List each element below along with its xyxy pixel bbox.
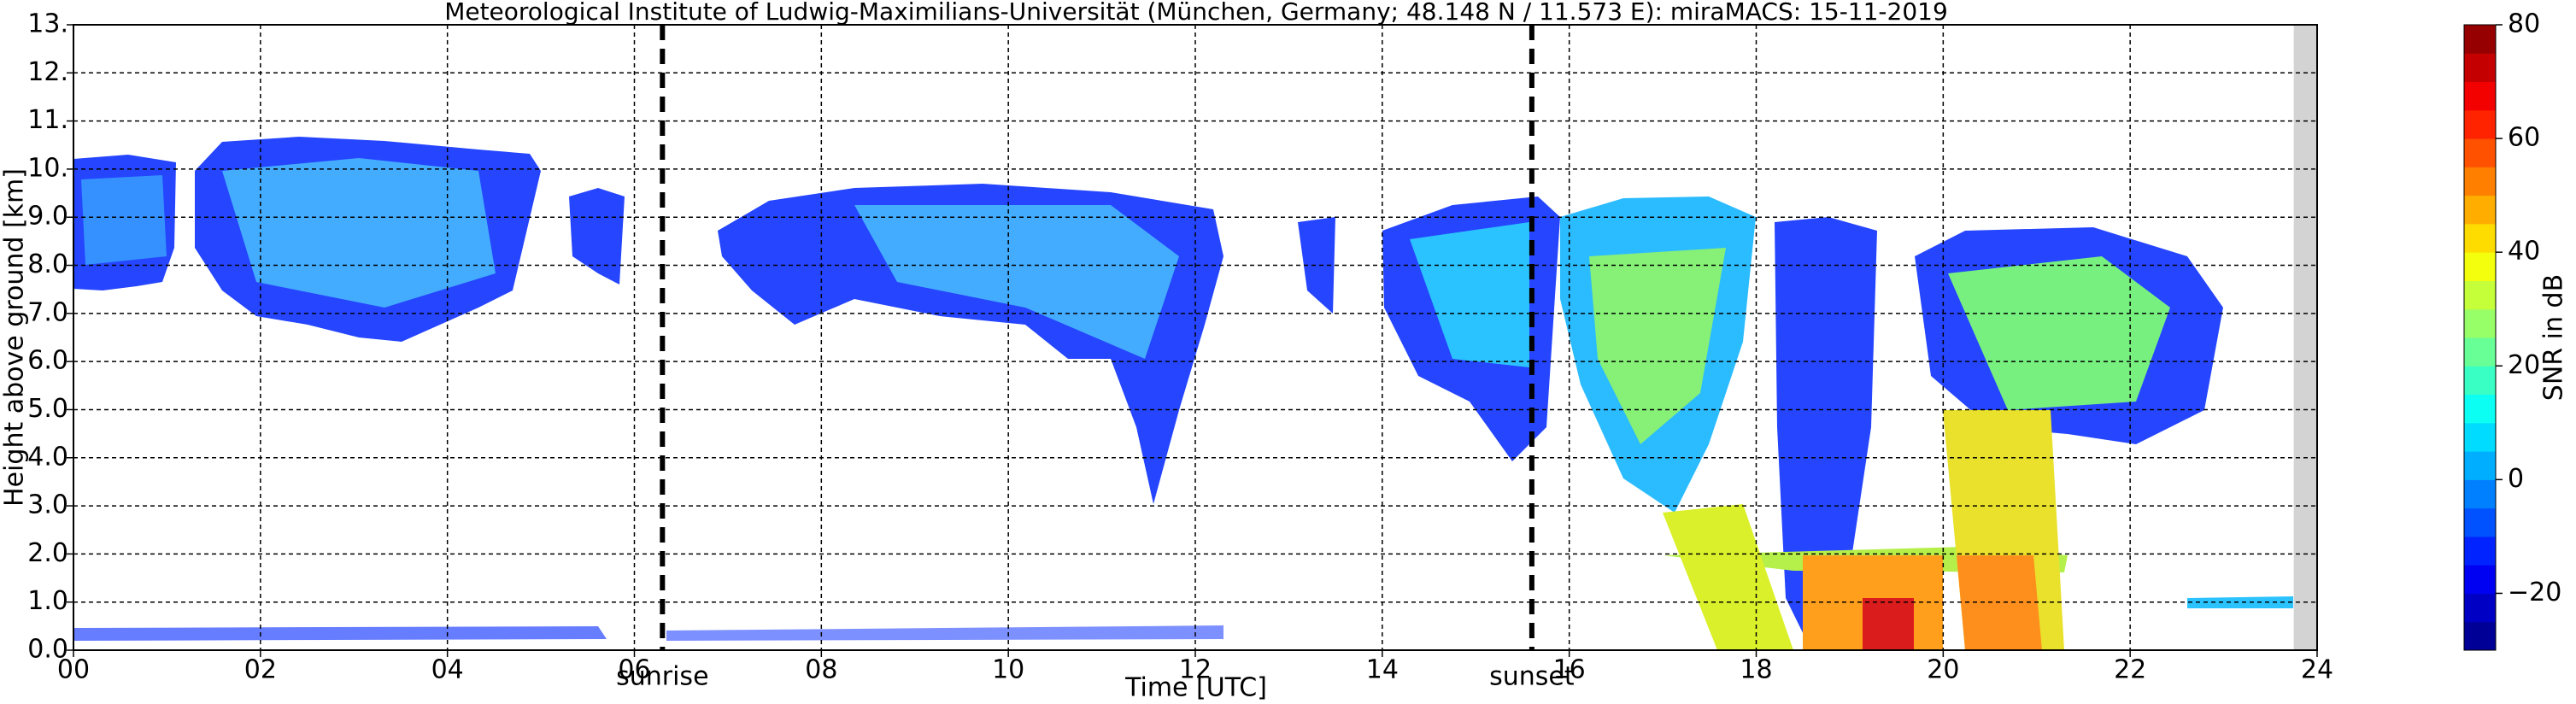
y-tick-label: 1.0: [27, 586, 68, 616]
colorbar-segment: [2464, 81, 2496, 111]
colorbar-segment: [2464, 223, 2496, 253]
colorbar-segment: [2464, 565, 2496, 594]
x-tick-label: 24: [2301, 655, 2333, 685]
echo: [666, 625, 1223, 641]
colorbar-segment: [2464, 308, 2496, 338]
echo: [1589, 248, 1726, 444]
colorbar-tick-label: 60: [2508, 123, 2540, 153]
colorbar-segment: [2464, 53, 2496, 83]
x-tick-label: 10: [992, 655, 1024, 685]
colorbar-segment: [2464, 507, 2496, 537]
colorbar-segment: [2464, 422, 2496, 452]
colorbar-frame: [2463, 24, 2497, 651]
colorbar-tick-label: 80: [2508, 9, 2540, 39]
x-tick-label: 14: [1366, 655, 1399, 685]
radar-echoes: [73, 137, 2293, 650]
y-tick-label: 2.0: [27, 538, 68, 568]
echo: [1863, 598, 1914, 650]
colorbar-segment: [2464, 138, 2496, 167]
x-tick-label: 12: [1179, 655, 1212, 685]
y-tick-label: 13.: [27, 9, 68, 39]
y-tick-label: 9.0: [27, 202, 68, 232]
x-tick-label: 06: [618, 655, 650, 685]
x-axis-label: Time [UTC]: [1124, 673, 1267, 703]
colorbar-tick-label: −20: [2508, 578, 2561, 607]
colorbar-segment: [2464, 451, 2496, 480]
y-tick-label: 3.0: [27, 490, 68, 520]
colorbar-segment: [2464, 337, 2496, 367]
colorbar-label: SNR in dB: [2539, 274, 2569, 401]
y-axis-label: Height above ground [km]: [0, 168, 30, 507]
colorbar-segment: [2464, 536, 2496, 566]
x-tick-label: 22: [2114, 655, 2146, 685]
plot-frame: [73, 24, 2318, 651]
colorbar-segment: [2464, 621, 2496, 651]
echo: [1948, 256, 2170, 410]
colorbar-segment: [2464, 25, 2496, 54]
echo: [73, 626, 607, 641]
colorbar-segment: [2464, 280, 2496, 310]
colorbar-segment: [2464, 366, 2496, 396]
y-tick-label: 6.0: [27, 346, 68, 376]
y-tick-label: 8.0: [27, 249, 68, 279]
x-tick-label: 16: [1553, 655, 1586, 685]
x-tick-label: 04: [431, 655, 464, 685]
y-tick-label: 4.0: [27, 442, 68, 472]
colorbar-tick-label: 0: [2508, 464, 2524, 494]
echo: [569, 188, 625, 285]
echo: [81, 175, 167, 265]
x-tick-label: 00: [57, 655, 90, 685]
y-tick-label: 10.: [27, 153, 68, 183]
echo: [222, 158, 496, 308]
echo: [1957, 555, 2042, 650]
x-tick-label: 08: [805, 655, 837, 685]
marker-label: sunrise: [616, 662, 708, 692]
echo: [854, 205, 1179, 359]
colorbar-tick-label: 20: [2508, 350, 2540, 380]
marker-label: sunset: [1489, 662, 1575, 692]
colorbar-segment: [2464, 109, 2496, 139]
echo: [1775, 217, 1877, 650]
y-tick-label: 0.0: [27, 635, 68, 665]
colorbar-segment: [2464, 252, 2496, 281]
y-tick-label: 5.0: [27, 394, 68, 424]
x-tick-label: 18: [1740, 655, 1772, 685]
y-tick-label: 7.0: [27, 297, 68, 327]
colorbar-tick-label: 40: [2508, 237, 2540, 267]
y-tick-label: 12.: [27, 57, 68, 87]
colorbar-segment: [2464, 479, 2496, 509]
colorbar-segment: [2464, 195, 2496, 225]
y-tick-label: 11.: [27, 105, 68, 135]
echo: [1663, 504, 1793, 650]
no-data-band: [2293, 25, 2317, 650]
echo: [1298, 217, 1335, 314]
chart-title: Meteorological Institute of Ludwig-Maxim…: [444, 0, 1948, 26]
colorbar-segment: [2464, 167, 2496, 197]
echo: [2187, 596, 2293, 608]
x-tick-label: 20: [1927, 655, 1959, 685]
x-tick-label: 02: [244, 655, 277, 685]
colorbar-segment: [2464, 394, 2496, 424]
colorbar-segment: [2464, 593, 2496, 623]
echo: [1410, 222, 1529, 367]
